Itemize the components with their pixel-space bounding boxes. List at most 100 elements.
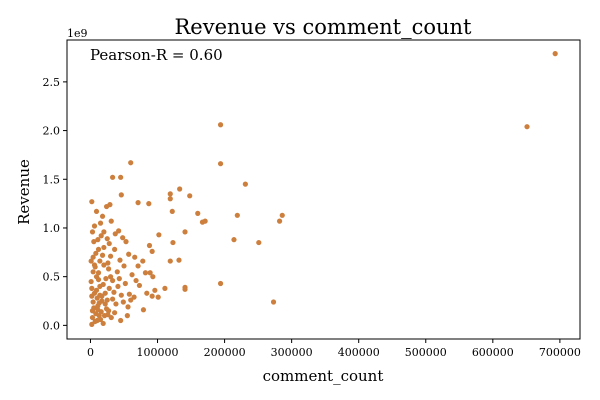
data-point (88, 278, 94, 285)
data-point (101, 229, 107, 235)
data-point (136, 282, 143, 289)
y-tick-label: 1.0 (43, 222, 61, 235)
data-point (114, 269, 120, 275)
data-point (177, 186, 183, 192)
data-point (108, 314, 114, 321)
data-points (88, 51, 558, 327)
x-tick-label: 200000 (204, 346, 246, 359)
data-point (107, 253, 114, 259)
data-point (135, 263, 141, 269)
data-point (100, 281, 106, 288)
data-point (89, 229, 96, 235)
data-point (110, 296, 116, 302)
data-point (95, 237, 101, 243)
data-point (176, 257, 182, 263)
data-point (140, 258, 146, 264)
x-tick-label: 600000 (472, 346, 514, 359)
data-point (116, 276, 122, 282)
data-point (92, 264, 98, 270)
data-point (116, 228, 122, 234)
plot-frame (66, 39, 581, 340)
data-point (117, 257, 123, 263)
x-tick-label: 300000 (271, 346, 313, 359)
data-point (126, 251, 132, 257)
data-point (93, 274, 100, 280)
data-point (121, 263, 127, 269)
data-point (111, 289, 117, 295)
data-point (167, 191, 173, 197)
data-point (234, 212, 240, 218)
data-point (113, 301, 119, 307)
x-tick-label: 0 (87, 346, 94, 359)
data-point (123, 239, 129, 245)
data-point (126, 291, 132, 297)
data-point (105, 312, 111, 318)
data-point (99, 252, 106, 258)
data-point (90, 254, 96, 260)
data-point (132, 254, 138, 260)
data-point (100, 320, 106, 327)
data-point (91, 223, 98, 229)
data-point (110, 174, 116, 180)
data-point (93, 208, 100, 215)
data-point (105, 266, 112, 272)
data-point (146, 242, 153, 249)
data-point (279, 212, 285, 218)
y-tick-label: 2.0 (43, 125, 61, 138)
data-point (110, 277, 116, 284)
y-tick-label: 0.0 (43, 319, 61, 332)
data-point (96, 300, 102, 306)
data-point (149, 293, 155, 299)
data-point (90, 269, 96, 275)
data-point (94, 317, 100, 324)
data-point (104, 297, 110, 303)
data-point (105, 260, 111, 266)
y-tick-label: 2.5 (43, 76, 61, 89)
data-point (128, 160, 134, 166)
data-point (140, 307, 147, 313)
data-point (147, 270, 153, 276)
data-point (276, 218, 283, 224)
data-point (95, 307, 101, 313)
data-point (144, 290, 150, 296)
data-point (91, 239, 97, 245)
data-point (112, 246, 118, 252)
data-point (89, 314, 96, 321)
data-point (106, 240, 112, 247)
data-point (122, 280, 128, 287)
x-axis-label: comment_count (263, 367, 384, 385)
data-point (270, 299, 277, 305)
data-point (125, 304, 131, 310)
data-point (120, 299, 126, 305)
data-point (99, 213, 106, 219)
data-point (256, 239, 262, 246)
data-point (93, 311, 99, 317)
data-point (98, 233, 104, 239)
x-tick-label: 500000 (405, 346, 447, 359)
data-point (118, 317, 124, 324)
data-point (142, 270, 149, 276)
data-point (150, 274, 156, 280)
data-point (155, 294, 161, 300)
data-point (91, 290, 98, 296)
data-point (93, 250, 99, 256)
data-point (524, 124, 530, 130)
data-point (108, 218, 114, 224)
data-point (118, 192, 124, 198)
data-point (104, 236, 110, 242)
data-point (167, 258, 173, 264)
data-point (162, 285, 168, 291)
data-point (131, 294, 137, 300)
data-point (89, 285, 95, 291)
data-point (97, 258, 103, 264)
data-point (107, 202, 113, 208)
data-point (202, 218, 208, 224)
data-point (169, 208, 175, 215)
data-point (167, 196, 173, 202)
data-point (90, 299, 96, 305)
data-point (112, 231, 118, 237)
chart-title: Revenue vs comment_count (174, 15, 472, 39)
data-point (242, 181, 248, 187)
data-point (124, 313, 130, 319)
axis-ticks: 0 100000 200000 300000 400000 500000 600000 700… (43, 76, 581, 359)
